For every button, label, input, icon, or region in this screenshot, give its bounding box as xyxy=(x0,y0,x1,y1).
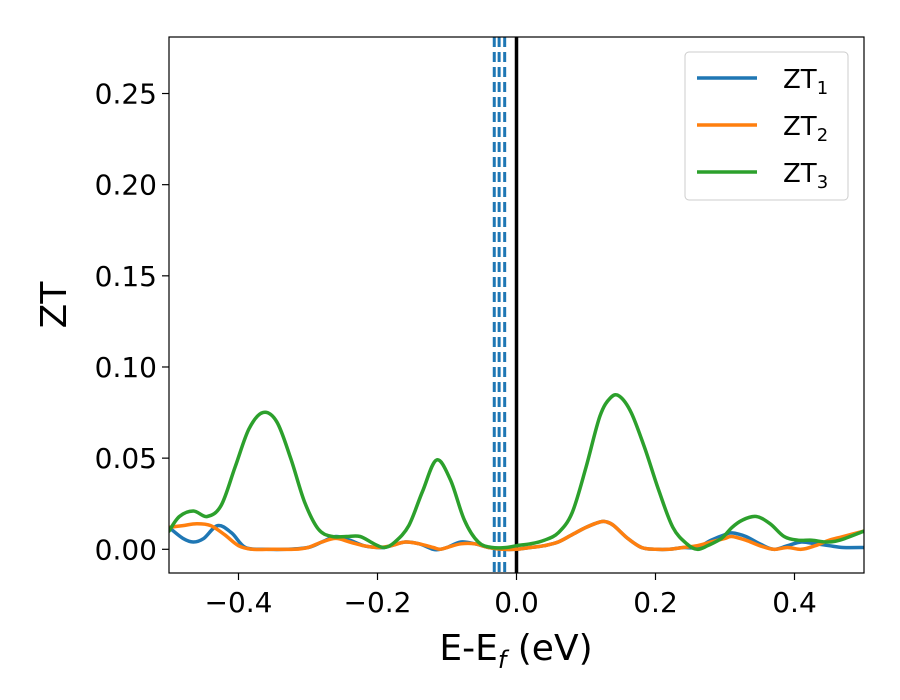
x-tick-label: 0.0 xyxy=(494,586,539,619)
x-tick-label: −0.4 xyxy=(205,586,273,619)
legend-label-sub: 3 xyxy=(817,172,828,193)
x-tick-label: −0.2 xyxy=(344,586,412,619)
legend-label-base: ZT xyxy=(783,159,817,189)
x-tick-label: 0.4 xyxy=(772,586,817,619)
legend-box xyxy=(684,51,849,201)
legend-label-3: ZT3 xyxy=(783,159,828,193)
vertical-lines xyxy=(492,37,519,573)
y-tick-label: 0.00 xyxy=(95,533,157,566)
legend-label-base: ZT xyxy=(783,65,817,95)
legend-label-2: ZT2 xyxy=(783,112,828,146)
x-axis-title-base: E-E xyxy=(439,628,497,669)
series-line-2 xyxy=(169,519,864,552)
legend-label-base: ZT xyxy=(783,112,817,142)
legend-label-1: ZT1 xyxy=(783,65,828,99)
series-lines xyxy=(169,393,864,552)
y-axis-ticks: 0.00 0.05 0.10 0.15 0.20 0.25 xyxy=(95,78,169,566)
series-line-3 xyxy=(169,393,864,552)
x-axis-title-unit: (eV) xyxy=(506,628,592,669)
x-axis-ticks: −0.4 −0.2 0.0 0.2 0.4 xyxy=(205,573,817,619)
y-tick-label: 0.25 xyxy=(95,78,157,111)
y-tick-label: 0.05 xyxy=(95,442,157,475)
y-tick-label: 0.15 xyxy=(95,260,157,293)
y-tick-label: 0.20 xyxy=(95,169,157,202)
x-axis-title: E-Ef (eV) xyxy=(439,628,592,674)
y-tick-label: 0.10 xyxy=(95,351,157,384)
legend-label-sub: 1 xyxy=(817,78,828,99)
x-tick-label: 0.2 xyxy=(633,586,678,619)
legend-label-sub: 2 xyxy=(817,125,828,146)
y-axis-title: ZT xyxy=(34,281,75,329)
